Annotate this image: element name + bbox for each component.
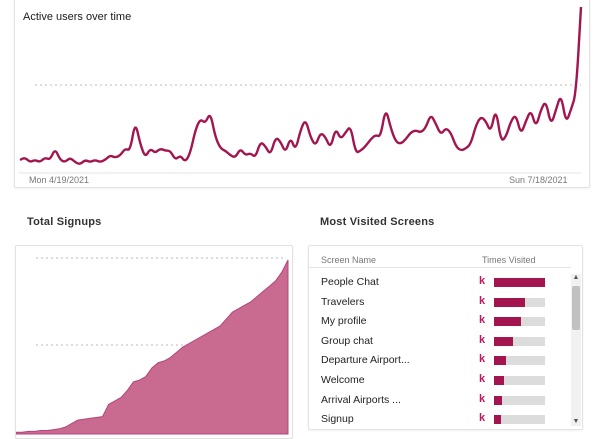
total-signups-card xyxy=(15,245,293,439)
x-end-label: Sun 7/18/2021 xyxy=(509,175,568,185)
visits-bar-track xyxy=(494,317,545,327)
scroll-thumb[interactable] xyxy=(572,286,580,330)
most-visited-card: Screen Name Times Visited People Chat k Tr… xyxy=(308,245,583,430)
screen-name: People Chat xyxy=(321,276,379,288)
visits-bar xyxy=(494,297,525,307)
screen-name: Travelers xyxy=(321,295,365,308)
signups-area xyxy=(16,259,289,435)
k-label: k xyxy=(479,353,486,366)
k-label: k xyxy=(479,392,486,405)
screen-name: Arrival Airports ... xyxy=(321,393,401,406)
screen-name: Signup xyxy=(321,413,354,426)
scroll-up-icon[interactable]: ▲ xyxy=(572,274,580,281)
screen-name: Group chat xyxy=(321,334,373,347)
active-users-line xyxy=(19,6,583,165)
table-row[interactable]: Travelers k xyxy=(309,293,571,312)
k-label: k xyxy=(479,294,486,307)
k-label: k xyxy=(479,412,486,425)
x-start-label: Mon 4/19/2021 xyxy=(29,175,90,185)
table-row[interactable]: Arrival Airports ... k xyxy=(309,391,571,410)
table-row[interactable]: People Chat k xyxy=(309,273,571,292)
scrollbar[interactable]: ▲ ▼ xyxy=(571,274,581,426)
screen-name: Departure Airport... xyxy=(321,354,410,367)
table-header: Screen Name Times Visited xyxy=(309,252,571,268)
table-row[interactable]: Departure Airport... k xyxy=(309,351,571,370)
active-users-title: Active users over time xyxy=(23,11,132,23)
total-signups-title: Total Signups xyxy=(27,216,102,228)
visits-bar-track xyxy=(494,297,545,307)
screen-name: Welcome xyxy=(321,374,365,386)
k-label: k xyxy=(479,333,486,346)
most-visited-title: Most Visited Screens xyxy=(320,216,435,228)
visits-bar xyxy=(494,317,522,327)
table-row[interactable]: Welcome k xyxy=(309,371,571,390)
table-row[interactable]: Group chat k xyxy=(309,332,571,351)
k-label: k xyxy=(479,314,486,327)
visits-bar xyxy=(494,278,545,287)
active-users-card: Active users over time Mon 4/19/2021 Sun… xyxy=(14,0,590,188)
table-row[interactable]: Signup k xyxy=(309,410,571,429)
visits-bar-track xyxy=(494,356,545,366)
table-row[interactable]: My profile k xyxy=(309,312,571,331)
screen-name: My profile xyxy=(321,315,367,328)
visits-bar-track xyxy=(494,376,545,385)
total-signups-chart xyxy=(16,257,289,435)
visits-bar xyxy=(494,415,502,425)
k-label: k xyxy=(479,373,486,385)
visits-bar xyxy=(494,336,513,346)
visits-bar-track xyxy=(494,336,545,346)
visits-bar-track xyxy=(494,395,545,405)
col-times-visited[interactable]: Times Visited xyxy=(482,255,536,265)
scroll-down-icon[interactable]: ▼ xyxy=(572,418,580,425)
k-label: k xyxy=(479,275,486,287)
col-screen-name[interactable]: Screen Name xyxy=(321,255,377,265)
header-divider xyxy=(309,267,571,268)
visits-bar-track xyxy=(494,415,545,425)
visits-bar xyxy=(494,356,507,366)
visits-bar-track xyxy=(494,278,545,287)
visits-bar xyxy=(494,376,505,385)
visits-bar xyxy=(494,395,503,405)
active-users-chart xyxy=(19,6,583,174)
